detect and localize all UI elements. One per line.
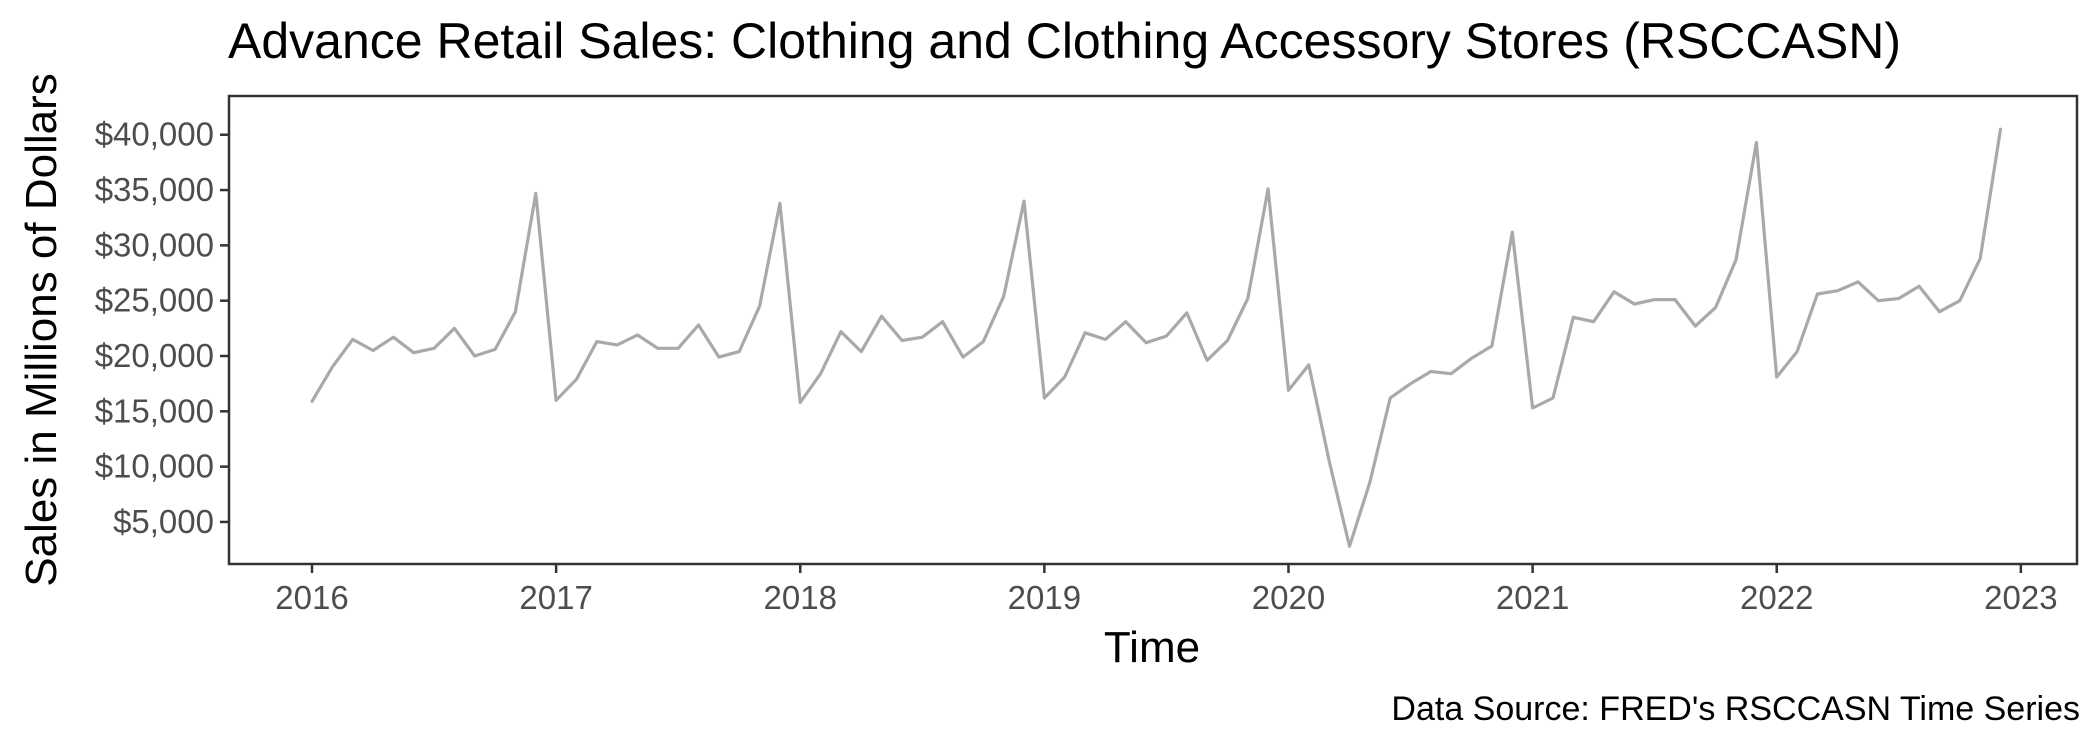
y-tick-label: $5,000 [113, 503, 214, 540]
data-source-caption: Data Source: FRED's RSCCASN Time Series [1391, 690, 2080, 728]
y-axis-title: Sales in Millions of Dollars [17, 73, 66, 587]
y-tick-label: $25,000 [95, 282, 214, 319]
series-line [310, 127, 2003, 548]
x-tick-label: 2021 [1496, 579, 1569, 616]
x-tick-label: 2019 [1008, 579, 1081, 616]
x-tick-label: 2016 [275, 579, 348, 616]
x-axis: 2016 2017 2018 2019 2020 2021 2022 2023 [275, 564, 2058, 616]
y-tick-label: $30,000 [95, 226, 214, 263]
y-axis: $5,000 $10,000 $15,000 $20,000 $25,000 $30,00… [95, 116, 229, 540]
x-axis-title: Time [1104, 623, 1200, 672]
x-tick-label: 2022 [1740, 579, 1813, 616]
x-tick-label: 2020 [1252, 579, 1325, 616]
x-tick-label: 2018 [764, 579, 837, 616]
chart-title: Advance Retail Sales: Clothing and Cloth… [228, 13, 1901, 69]
x-tick-label: 2023 [1984, 579, 2057, 616]
y-tick-label: $15,000 [95, 392, 214, 429]
plot-frame [227, 94, 2079, 566]
x-tick-label: 2017 [519, 579, 592, 616]
y-tick-label: $20,000 [95, 337, 214, 374]
y-tick-label: $40,000 [95, 116, 214, 153]
y-tick-label: $35,000 [95, 171, 214, 208]
y-tick-label: $10,000 [95, 448, 214, 485]
